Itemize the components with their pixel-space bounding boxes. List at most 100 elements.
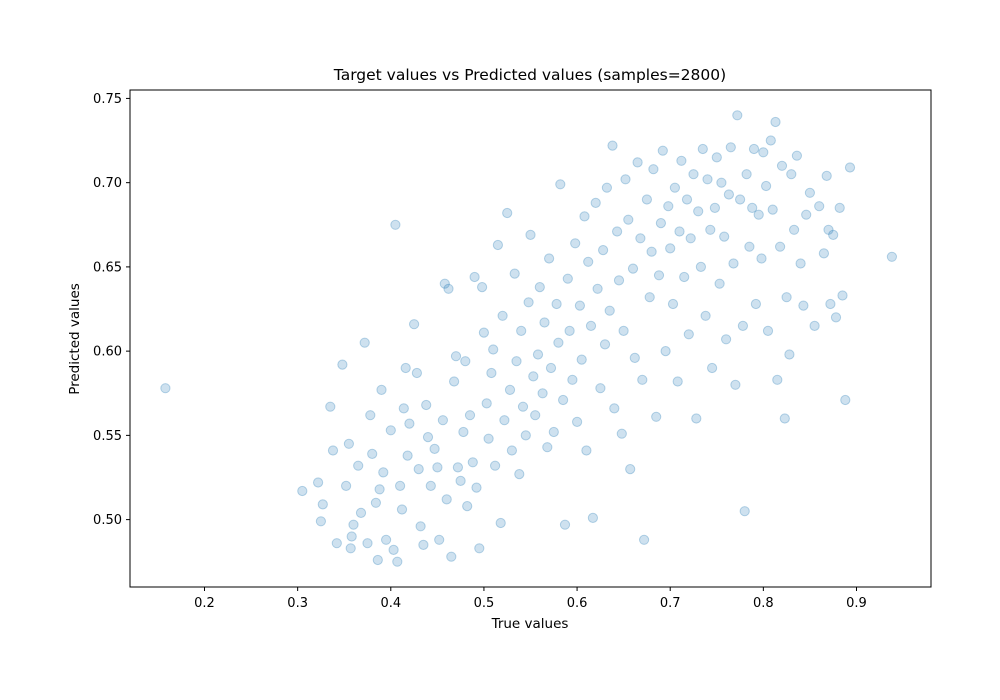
scatter-point [562,273,573,284]
scatter-point [544,253,555,264]
scatter-point [520,430,531,441]
scatter-point [409,319,420,330]
scatter-point [618,325,629,336]
scatter-point [532,349,544,360]
scatter-point [359,337,370,348]
scatter-point [313,477,324,488]
scatter-point [545,362,557,374]
scatter-point [613,275,625,286]
scatter-point [765,135,776,146]
scatter-point [160,383,171,394]
scatter-point [691,413,702,424]
x-axis-label: True values [491,616,569,632]
scatter-point [834,202,845,213]
scatter-point [716,177,727,188]
scatter-point [425,480,436,491]
scatter-point [446,551,457,562]
scatter-point [581,445,592,456]
scatter-point [441,494,452,505]
scatter-point [623,214,634,225]
scatter-point [804,187,816,198]
scatter-point [506,445,517,456]
scatter-point [674,226,685,237]
scatter-point [317,499,328,510]
scatter-point [353,460,364,471]
scatter-point [576,354,587,365]
scatter-point [809,320,820,331]
scatter-point [732,110,743,121]
scatter-point [823,224,834,235]
x-tick-label: 0.6 [567,596,588,611]
scatter-point [728,258,739,269]
scatter-point [346,531,357,542]
scatter-point [516,325,527,336]
scatter-point [530,410,541,421]
scatter-point [612,226,623,237]
scatter-point [837,290,848,301]
scatter-point [644,292,655,303]
scatter-point [555,179,566,190]
scatter-point [669,182,681,193]
scatter-point [609,403,620,414]
scatter-point [648,164,659,175]
x-tick-label: 0.8 [753,596,774,611]
scatter-point [625,464,636,475]
scatter-point [683,329,694,340]
scatter-point [542,442,553,453]
scatter-point [761,180,772,192]
scatter-point [502,207,513,219]
scatter-point [483,433,494,444]
scatter-point [374,484,385,495]
scatter-point [341,480,352,491]
scatter-point [737,320,749,331]
scatter-point [570,238,581,249]
scatter-point [770,116,781,128]
scatter-point [396,504,408,515]
scatter-point [725,142,736,153]
scatter-point [739,506,750,517]
scatter-point [767,204,778,215]
y-axis: 0.50 0.55 0.60 0.65 0.70 0.75 [93,92,130,528]
scatter-point [697,143,708,155]
scatter-point [355,507,367,519]
scatter-point [385,425,396,436]
scatter-point [635,233,646,244]
scatter-point [415,521,426,532]
x-tick-label: 0.2 [194,596,215,611]
scatter-point [627,263,639,274]
scatter-point [504,384,516,395]
scatter-point [432,462,443,473]
scatter-point [844,162,856,173]
scatter-point [469,271,480,283]
scatter-point [534,282,545,293]
scatter-point [378,467,389,478]
scatter-point [825,298,836,310]
scatter-point [372,554,383,566]
scatter-point [579,211,590,222]
scatter-point [548,426,559,438]
scatter-point [735,194,746,205]
scatter-point [362,538,373,549]
scatter-point [598,245,609,256]
scatter-point [655,218,667,229]
scatter-point [564,325,575,336]
scatter-point [509,268,520,279]
scatter-point [315,516,326,527]
x-tick-label: 0.9 [846,596,867,611]
scatter-point [327,445,339,456]
scatter-point [830,312,842,323]
scatter-point [471,482,482,493]
scatter-point [801,209,812,220]
scatter-point [795,258,806,269]
scatter-point [525,229,536,240]
scatter-point [660,346,671,357]
scatter-point [676,155,687,166]
scatter-point [646,246,657,257]
scatter-point [421,399,432,411]
scatter-point [572,416,583,427]
scatter-point [641,194,653,205]
scatter-point [629,352,640,363]
scatter-point [376,384,387,395]
scatter-point [818,248,830,259]
